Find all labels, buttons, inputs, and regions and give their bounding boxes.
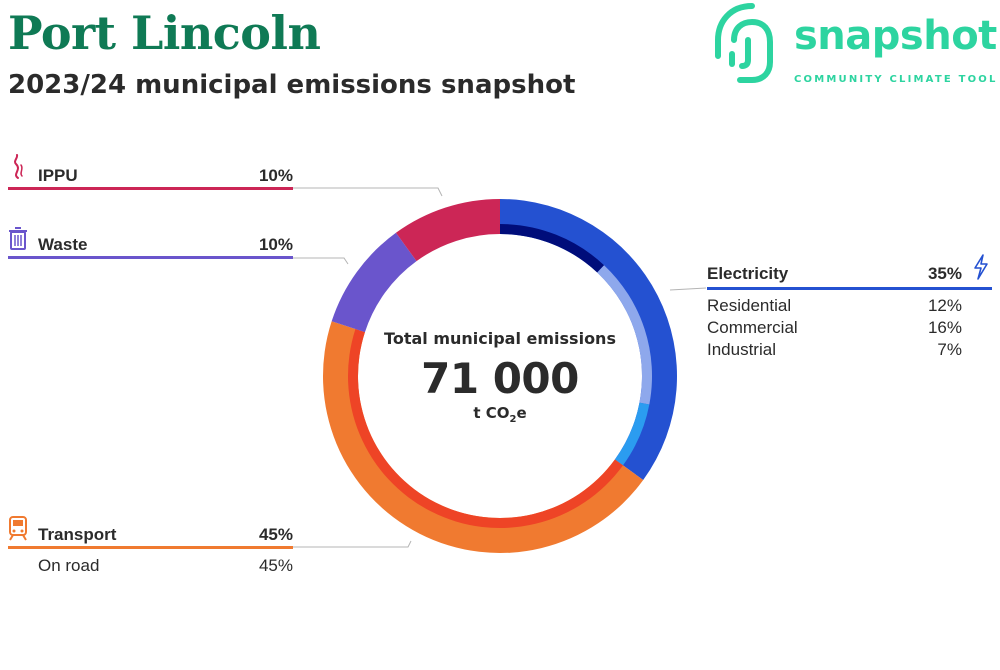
- category-waste: Waste 10%: [8, 227, 293, 261]
- subsector-residential-percent: 12%: [927, 296, 962, 315]
- logo-tagline: COMMUNITY CLIMATE TOOL: [794, 74, 998, 85]
- total-emissions-unit: t CO2e: [355, 404, 645, 425]
- category-transport-rule: [8, 546, 293, 549]
- trash-bin-icon: [9, 227, 27, 250]
- category-electricity-rule: [707, 287, 992, 290]
- leader-line-ippu: [293, 187, 443, 197]
- subsector-commercial-label: Commercial: [707, 318, 798, 337]
- unit-prefix: t CO: [473, 404, 510, 422]
- donut-subslice-industrial: [614, 402, 650, 466]
- subsector-industrial-percent: 7%: [937, 340, 962, 359]
- category-ippu-rule: [8, 187, 293, 190]
- category-transport-label: Transport: [38, 525, 117, 544]
- category-ippu-label: IPPU: [38, 166, 78, 185]
- subsector-residential: Residential 12%: [707, 296, 962, 318]
- fingerprint-logo-icon: [715, 3, 773, 83]
- subsector-on-road-label: On road: [38, 556, 100, 575]
- category-transport: Transport 45%: [8, 515, 293, 549]
- donut-slice-electricity: [500, 199, 677, 481]
- category-ippu: IPPU 10%: [8, 154, 293, 192]
- page-subtitle: 2023/24 municipal emissions snapshot: [8, 70, 576, 100]
- train-icon: [9, 516, 27, 541]
- category-transport-percent: 45%: [258, 525, 293, 544]
- total-emissions-value: 71 000: [421, 354, 579, 403]
- subsector-on-road-percent: 45%: [258, 556, 293, 575]
- category-waste-label: Waste: [38, 235, 88, 254]
- donut-subslice-residential: [500, 224, 605, 273]
- category-waste-percent: 10%: [258, 235, 293, 254]
- category-electricity-label: Electricity: [707, 264, 789, 283]
- page-title: Port Lincoln: [8, 6, 321, 60]
- donut-slice-transport: [323, 321, 644, 553]
- subsector-industrial-label: Industrial: [707, 340, 776, 359]
- subsector-residential-label: Residential: [707, 296, 792, 315]
- subsector-commercial-percent: 16%: [927, 318, 962, 337]
- subsector-on-road: On road 45%: [38, 556, 293, 578]
- category-ippu-percent: 10%: [258, 166, 293, 185]
- category-electricity-percent: 35%: [927, 264, 962, 283]
- snapshot-logo: snapshot COMMUNITY CLIMATE TOOL: [712, 0, 1000, 90]
- donut-subslice-commercial: [597, 265, 653, 405]
- donut-slice-waste: [331, 232, 417, 333]
- logo-wordmark: snapshot: [794, 13, 997, 59]
- smoke-icon: [14, 154, 23, 179]
- category-waste-rule: [8, 256, 293, 259]
- leader-line-waste: [293, 257, 349, 265]
- subsector-industrial: Industrial 7%: [707, 340, 962, 362]
- unit-subscript: 2: [509, 414, 517, 425]
- leader-line-transport: [293, 540, 412, 548]
- category-electricity: Electricity 35%: [707, 254, 992, 292]
- unit-suffix: e: [516, 404, 527, 422]
- center-title: Total municipal emissions: [384, 329, 616, 348]
- donut-slice-ippu: [395, 199, 500, 262]
- subsector-commercial: Commercial 16%: [707, 318, 962, 340]
- leader-line-electricity: [669, 287, 707, 291]
- lightning-icon: [974, 254, 988, 280]
